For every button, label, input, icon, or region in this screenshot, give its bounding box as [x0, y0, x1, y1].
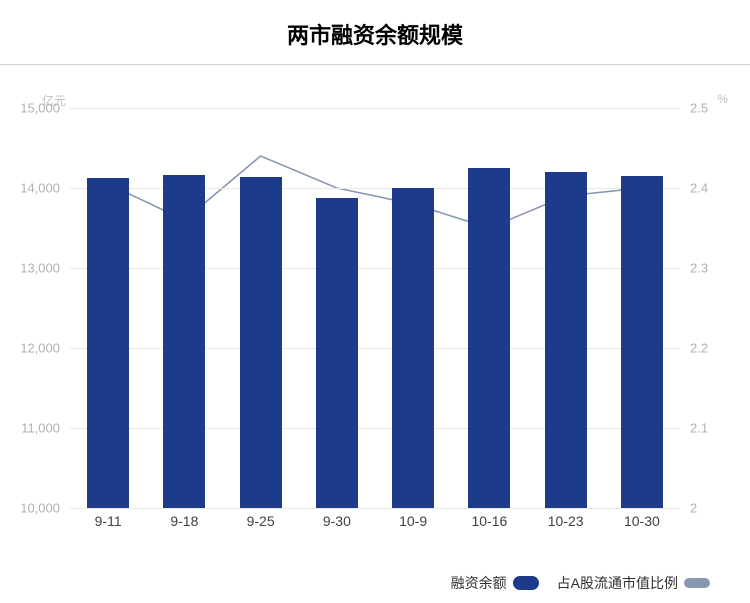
- chart-area: 亿元 % 10,000211,0002.112,0002.213,0002.31…: [0, 58, 750, 558]
- y-left-tick: 11,000: [5, 421, 60, 436]
- bar: [316, 198, 358, 508]
- x-tick: 10-16: [471, 513, 507, 529]
- y-right-tick: 2.1: [690, 421, 740, 436]
- x-tick: 10-23: [548, 513, 584, 529]
- grid-line: [70, 348, 680, 349]
- y-right-tick: 2: [690, 501, 740, 516]
- y-left-tick: 14,000: [5, 181, 60, 196]
- y-right-tick: 2.2: [690, 341, 740, 356]
- legend-swatch-line: [684, 578, 710, 588]
- y-left-tick: 15,000: [5, 101, 60, 116]
- x-tick: 9-25: [247, 513, 275, 529]
- grid-line: [70, 188, 680, 189]
- y-left-tick: 12,000: [5, 341, 60, 356]
- y-left-tick: 13,000: [5, 261, 60, 276]
- y-right-tick: 2.5: [690, 101, 740, 116]
- bar: [468, 168, 510, 508]
- x-tick: 10-9: [399, 513, 427, 529]
- x-tick: 9-18: [170, 513, 198, 529]
- x-tick: 10-30: [624, 513, 660, 529]
- chart-title: 两市融资余额规模: [0, 0, 750, 65]
- bar: [163, 175, 205, 508]
- bar: [621, 176, 663, 508]
- line-series-svg: [70, 108, 680, 508]
- legend-label-line: 占A股流通市值比例: [557, 573, 678, 593]
- legend: 融资余额 占A股流通市值比例: [451, 573, 710, 593]
- chart-container: 两市融资余额规模 亿元 % 10,000211,0002.112,0002.21…: [0, 0, 750, 603]
- y-right-tick: 2.4: [690, 181, 740, 196]
- grid-line: [70, 108, 680, 109]
- bar: [87, 178, 129, 508]
- bar: [545, 172, 587, 508]
- plot-region: [70, 108, 680, 508]
- legend-label-bar: 融资余额: [451, 573, 507, 593]
- bar: [392, 188, 434, 508]
- grid-line: [70, 428, 680, 429]
- y-right-tick: 2.3: [690, 261, 740, 276]
- x-tick: 9-11: [95, 513, 122, 529]
- bar: [240, 177, 282, 508]
- legend-item-bar: 融资余额: [451, 573, 539, 593]
- y-left-tick: 10,000: [5, 501, 60, 516]
- legend-item-line: 占A股流通市值比例: [557, 573, 710, 593]
- grid-line: [70, 268, 680, 269]
- grid-line: [70, 508, 680, 509]
- legend-swatch-bar: [513, 576, 539, 590]
- x-tick: 9-30: [323, 513, 351, 529]
